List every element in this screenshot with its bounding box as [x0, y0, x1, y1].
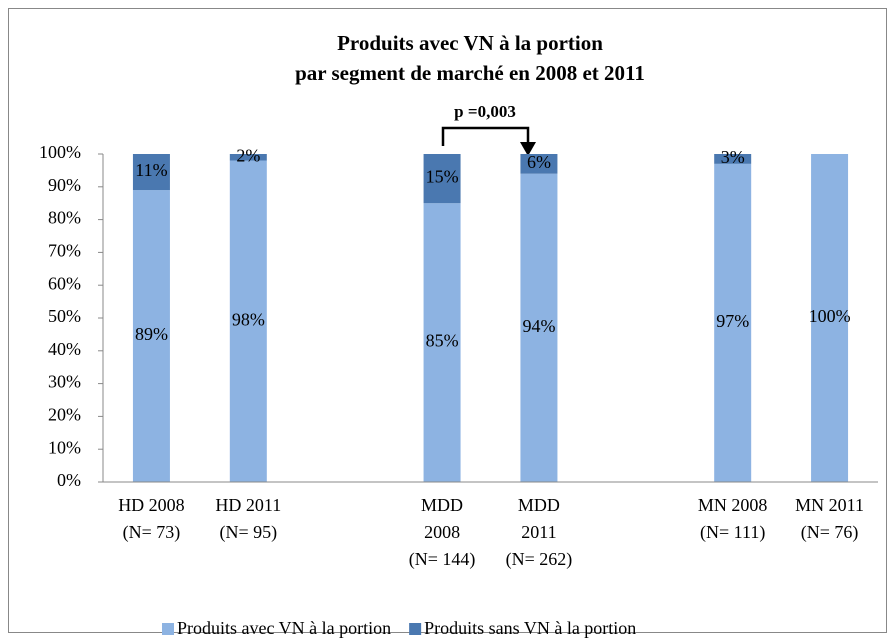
- bar-segment: [520, 154, 558, 174]
- data-label: 97%: [716, 311, 749, 331]
- annotation-bracket: [441, 126, 530, 146]
- x-tick-label: (N= 111): [700, 522, 765, 543]
- x-tick-label: MDD: [518, 495, 560, 515]
- y-tick-label: 50%: [48, 306, 81, 326]
- y-tick-label: 0%: [57, 470, 81, 490]
- data-label: 11%: [135, 160, 167, 180]
- x-tick-label: (N= 76): [801, 522, 859, 543]
- y-tick-label: 20%: [48, 405, 81, 425]
- bar-segment: [132, 154, 170, 191]
- bar-segment: [229, 154, 267, 161]
- data-label: 94%: [522, 316, 555, 336]
- x-tick-label: 2011: [521, 522, 556, 542]
- chart-subtitle: par segment de marché en 2008 et 2011: [295, 61, 645, 85]
- x-tick-label: 2008: [424, 522, 460, 542]
- x-tick-label: (N= 144): [409, 549, 476, 570]
- x-tick-label: MDD: [421, 495, 463, 515]
- legend-swatch: [409, 623, 422, 635]
- data-label: 6%: [527, 152, 551, 172]
- data-label: 89%: [135, 324, 168, 344]
- legend-label: Produits avec VN à la portion: [177, 618, 391, 638]
- annotation-arrow: [520, 142, 536, 156]
- x-tick-label: (N= 262): [506, 549, 573, 570]
- data-label: 100%: [809, 306, 851, 326]
- bar-segment: [132, 190, 170, 482]
- legend-swatch: [162, 623, 174, 635]
- x-tick-label: MN 2008: [698, 495, 768, 515]
- y-tick-label: 40%: [48, 339, 81, 359]
- bar-segment: [714, 163, 752, 482]
- y-tick-label: 30%: [48, 372, 81, 392]
- x-tick-label: (N= 95): [219, 522, 277, 543]
- y-tick-label: 100%: [39, 142, 81, 162]
- y-tick-label: 90%: [48, 175, 81, 195]
- x-tick-label: (N= 73): [123, 522, 181, 543]
- bar-segment: [423, 203, 461, 482]
- x-tick-label: HD 2011: [215, 495, 281, 515]
- chart-title: Produits avec VN à la portion: [337, 31, 603, 55]
- bar-segment: [811, 154, 849, 482]
- y-tick-label: 80%: [48, 208, 81, 228]
- legend-label: Produits sans VN à la portion: [424, 618, 636, 638]
- annotation: p =0,003: [454, 102, 516, 121]
- data-label: 15%: [426, 167, 459, 187]
- data-label: 2%: [236, 145, 260, 165]
- bar-segment: [423, 154, 461, 204]
- x-tick-label: HD 2008: [118, 495, 185, 515]
- y-tick-label: 60%: [48, 273, 81, 293]
- bar-segment: [229, 160, 267, 482]
- data-label: 3%: [721, 147, 745, 167]
- y-tick-label: 70%: [48, 241, 81, 261]
- data-label: 85%: [426, 331, 459, 351]
- data-label: 98%: [232, 309, 265, 329]
- x-tick-label: MN 2011: [795, 495, 864, 515]
- y-tick-label: 10%: [48, 437, 81, 457]
- bar-segment: [714, 154, 752, 164]
- bar-segment: [520, 173, 558, 482]
